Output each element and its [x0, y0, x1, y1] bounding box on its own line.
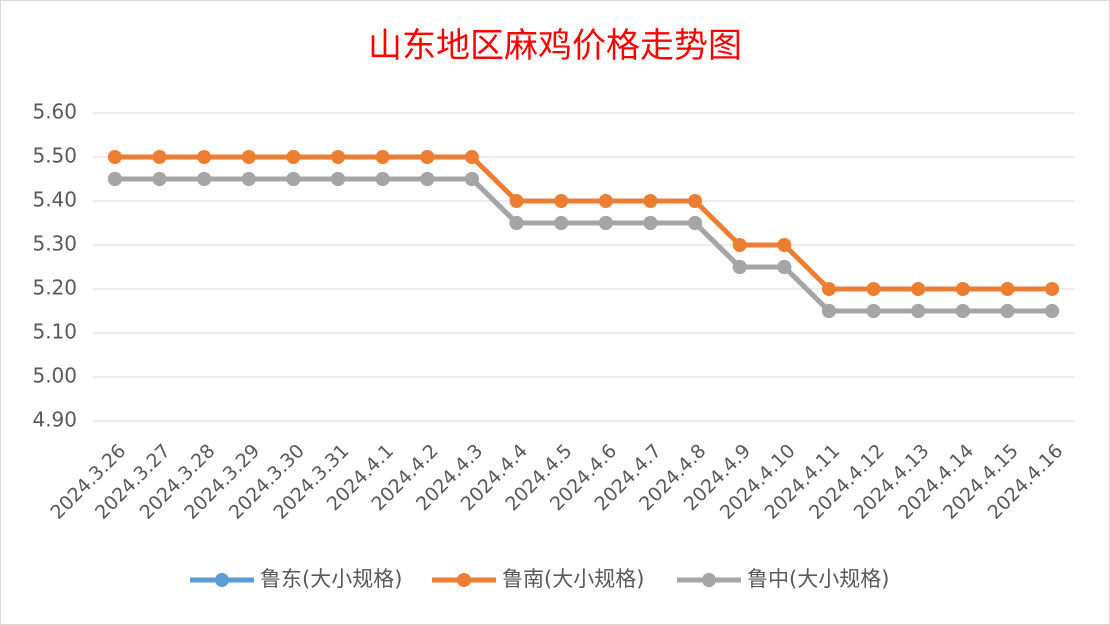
point — [241, 172, 256, 186]
point — [152, 150, 167, 164]
legend-label: 鲁中(大小规格) — [747, 567, 889, 591]
point — [241, 150, 256, 164]
series-line — [114, 176, 1053, 314]
point — [911, 282, 926, 296]
point — [1045, 304, 1060, 318]
point — [197, 172, 212, 186]
point — [420, 150, 435, 164]
point — [464, 150, 479, 164]
legend-label: 鲁南(大小规格) — [502, 567, 644, 591]
point — [1045, 282, 1060, 296]
y-tick-label: 5.20 — [32, 276, 77, 300]
point — [911, 304, 926, 318]
series-line — [114, 154, 1053, 292]
point — [107, 150, 122, 164]
point — [688, 194, 703, 208]
point — [866, 304, 881, 318]
point — [821, 282, 836, 296]
point — [821, 304, 836, 318]
point — [598, 216, 613, 230]
legend-label: 鲁东(大小规格) — [260, 567, 402, 591]
point — [732, 260, 747, 274]
point — [375, 150, 390, 164]
y-tick-label: 5.00 — [32, 364, 77, 388]
point — [955, 282, 970, 296]
point — [286, 150, 301, 164]
point — [286, 172, 301, 186]
point — [777, 260, 792, 274]
point — [420, 172, 435, 186]
point — [643, 194, 658, 208]
point — [509, 216, 524, 230]
point — [509, 194, 524, 208]
point — [554, 194, 569, 208]
point — [152, 172, 167, 186]
y-tick-label: 5.50 — [32, 144, 77, 168]
y-tick-label: 5.60 — [32, 100, 77, 124]
legend-marker — [702, 573, 716, 587]
point — [1000, 282, 1015, 296]
point — [331, 150, 346, 164]
point — [643, 216, 658, 230]
point — [331, 172, 346, 186]
point — [1000, 304, 1015, 318]
y-tick-label: 5.30 — [32, 232, 77, 256]
point — [955, 304, 970, 318]
point — [732, 238, 747, 252]
point — [375, 172, 390, 186]
point — [197, 150, 212, 164]
point — [107, 172, 122, 186]
point — [554, 216, 569, 230]
y-tick-label: 4.90 — [32, 408, 77, 432]
y-tick-label: 5.40 — [32, 188, 77, 212]
y-tick-label: 5.10 — [32, 320, 77, 344]
point — [598, 194, 613, 208]
chart-title: 山东地区麻鸡价格走势图 — [368, 26, 742, 66]
legend-marker — [215, 573, 229, 587]
point — [777, 238, 792, 252]
point — [464, 172, 479, 186]
point — [866, 282, 881, 296]
point — [688, 216, 703, 230]
legend-marker — [457, 573, 471, 587]
